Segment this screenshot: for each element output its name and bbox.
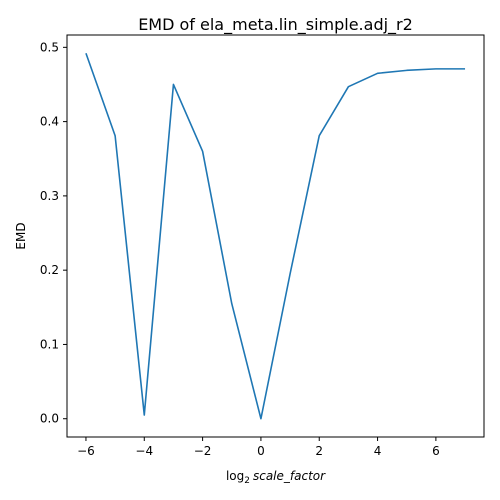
chart-title: EMD of ela_meta.lin_simple.adj_r2 <box>138 15 413 35</box>
x-tick-label: 0 <box>257 444 265 458</box>
y-axis: 0.0 0.1 0.2 0.3 0.4 0.5 <box>40 40 67 426</box>
y-tick-label: 0.1 <box>40 337 59 351</box>
x-axis: −6 −4 −2 0 2 4 6 <box>77 437 440 458</box>
x-tick-label: −4 <box>135 444 153 458</box>
x-tick-label: 2 <box>315 444 323 458</box>
x-tick-label: 6 <box>432 444 440 458</box>
y-tick-label: 0.2 <box>40 263 59 277</box>
y-axis-label: EMD <box>14 222 28 249</box>
x-tick-label: −2 <box>194 444 212 458</box>
y-tick-label: 0.5 <box>40 40 59 54</box>
axes-frame <box>66 34 485 438</box>
x-tick-label: −6 <box>77 444 95 458</box>
x-tick-label: 4 <box>374 444 382 458</box>
x-axis-label: log2 scale_factor <box>226 469 326 486</box>
y-tick-label: 0.3 <box>40 189 59 203</box>
y-tick-label: 0.0 <box>40 412 59 426</box>
plot-area <box>85 53 466 420</box>
y-tick-label: 0.4 <box>40 115 59 129</box>
series-line-0 <box>85 53 466 420</box>
